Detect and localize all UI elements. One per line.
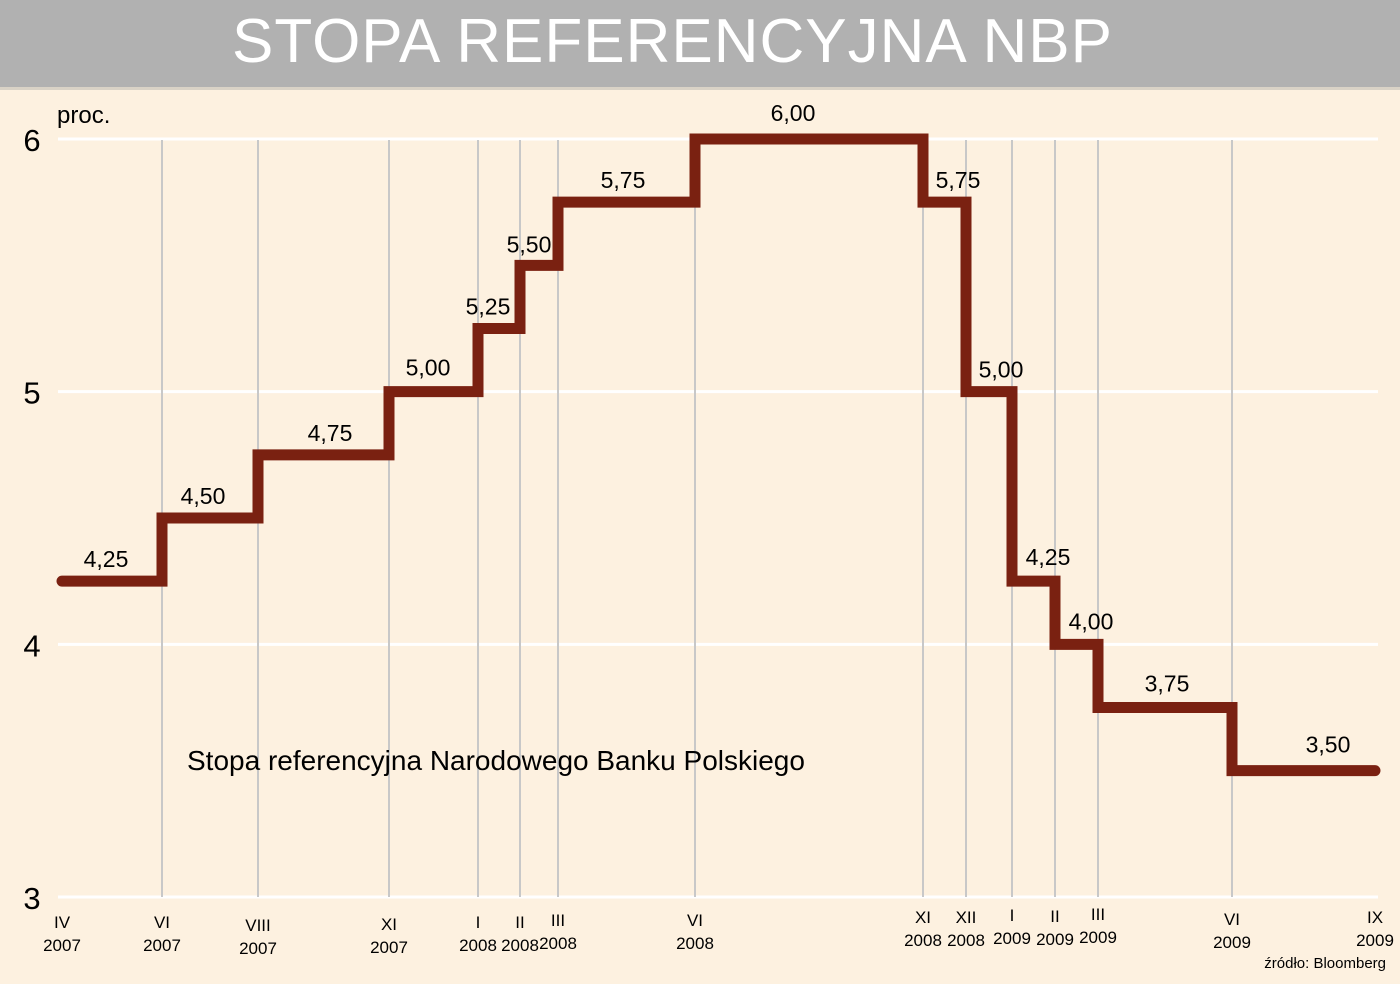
chart-title: STOPA REFERENCYJNA NBP: [231, 7, 1114, 76]
x-tick-month-label: XI: [915, 908, 931, 927]
x-tick-month-label: II: [515, 913, 524, 932]
x-tick-year-label: 2008: [676, 934, 714, 953]
x-tick-month-label: VI: [1224, 910, 1240, 929]
x-tick-month-label: IX: [1367, 908, 1383, 927]
x-tick-year-label: 2008: [459, 936, 497, 955]
data-label: 3,50: [1306, 732, 1351, 758]
x-tick-month-label: I: [1010, 906, 1015, 925]
x-tick-year-label: 2008: [904, 931, 942, 950]
x-tick-year-label: 2007: [143, 936, 181, 955]
y-axis-label: proc.: [57, 102, 110, 129]
data-label: 5,00: [406, 355, 451, 381]
x-tick-year-label: 2009: [1356, 931, 1394, 950]
data-label: 4,25: [1026, 544, 1071, 570]
rate-step-line: [56, 133, 1381, 777]
data-label: 5,00: [979, 357, 1024, 383]
title-bar: STOPA REFERENCYJNA NBP: [0, 0, 1400, 90]
x-tick-year-label: 2009: [1079, 928, 1117, 947]
x-tick-month-label: VIII: [245, 916, 271, 935]
x-tick-month-label: III: [551, 911, 565, 930]
data-label: 5,50: [507, 231, 552, 257]
x-tick-month-label: IV: [54, 913, 71, 932]
data-label: 3,75: [1145, 671, 1190, 697]
data-label: 5,75: [936, 167, 981, 193]
data-label: 4,25: [84, 546, 129, 572]
x-tick-month-label: I: [476, 913, 481, 932]
x-tick-year-label: 2009: [1036, 930, 1074, 949]
x-tick-year-label: 2008: [539, 934, 577, 953]
data-label: 4,75: [308, 420, 353, 446]
x-tick-year-label: 2007: [370, 938, 408, 957]
y-tick-label: 6: [23, 123, 40, 158]
x-tick-month-label: XI: [381, 915, 397, 934]
x-tick-month-label: XII: [956, 908, 977, 927]
x-tick-month-label: III: [1091, 905, 1105, 924]
data-label: 6,00: [771, 100, 816, 126]
x-tick-year-label: 2008: [947, 931, 985, 950]
x-tick-year-label: 2007: [43, 936, 81, 955]
y-tick-label: 3: [23, 881, 40, 916]
chart-annotation: Stopa referencyjna Narodowego Banku Pols…: [187, 745, 805, 776]
x-tick-year-label: 2007: [239, 939, 277, 958]
x-tick-year-label: 2009: [1213, 933, 1251, 952]
x-tick-month-label: II: [1050, 907, 1059, 926]
x-tick-month-label: VI: [687, 911, 703, 930]
y-tick-label: 5: [23, 376, 40, 411]
data-label: 4,00: [1069, 608, 1114, 634]
source-note: źródło: Bloomberg: [1264, 955, 1386, 972]
y-tick-label: 4: [23, 628, 40, 663]
data-label: 4,50: [181, 483, 226, 509]
x-tick-year-label: 2009: [993, 929, 1031, 948]
data-label: 5,25: [466, 294, 511, 320]
x-tick-month-label: VI: [154, 913, 170, 932]
data-label: 5,75: [601, 167, 646, 193]
x-tick-year-label: 2008: [501, 936, 539, 955]
